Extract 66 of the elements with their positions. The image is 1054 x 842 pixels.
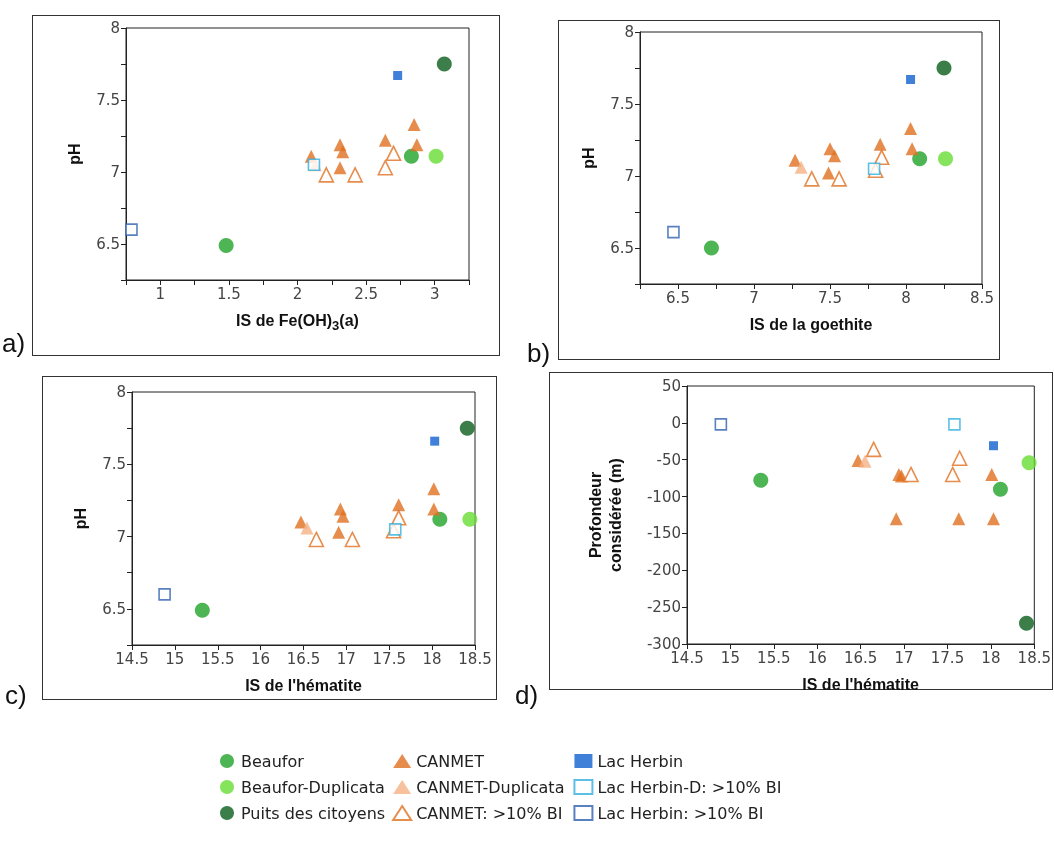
y-tick-label: 0 [671, 413, 681, 432]
x-tick-label: 8 [901, 288, 911, 307]
y-tick-label: 50 [661, 377, 681, 395]
x-tick-label: 15 [720, 648, 740, 667]
x-tick-label: 14.5 [115, 649, 149, 668]
x-tick-label: 7.5 [818, 288, 842, 307]
x-tick-label: 18 [981, 648, 1001, 667]
x-tick-label: 15.5 [757, 648, 791, 667]
x-tick-label: 15.5 [201, 649, 235, 668]
x-tick-label: 18.5 [458, 649, 492, 668]
legend-label: Lac Herbin: >10% BI [597, 803, 764, 823]
y-tick-label: -250 [646, 598, 681, 617]
text: b) [527, 338, 551, 368]
y-axis-title: pH [71, 507, 89, 530]
legend-label: Lac Herbin-D: >10% BI [597, 777, 782, 797]
text: a) [2, 328, 26, 358]
y-tick-label: 6.5 [96, 235, 120, 253]
x-tick-label: 18 [422, 649, 442, 668]
x-tick-label: 15 [165, 649, 185, 668]
text: d) [515, 680, 539, 710]
y-tick-label: 7 [116, 527, 126, 546]
y-tick-label: 8 [116, 383, 126, 401]
x-tick-label: 1 [155, 284, 166, 303]
legend-label: Beaufor [241, 751, 305, 771]
y-tick-label: -150 [646, 524, 681, 543]
x-axis-title: IS de l'hématite [802, 675, 920, 693]
y-axis-title: pH [579, 147, 597, 169]
y-tick-label: -50 [656, 450, 681, 469]
y-axis-title: pH [65, 143, 83, 165]
x-tick-label: 18.5 [1017, 648, 1051, 667]
x-tick-label: 14.5 [670, 648, 704, 667]
legend-label: Lac Herbin [597, 751, 684, 771]
x-axis-title: IS de la goethite [749, 315, 873, 333]
y-tick-label: 6.5 [102, 599, 126, 618]
x-tick-label: 7 [749, 288, 759, 307]
y-tick-label: -100 [646, 487, 681, 506]
x-tick-label: 17.5 [930, 648, 965, 667]
x-tick-label: 16.5 [843, 648, 878, 667]
legend-label: Beaufor-Duplicata [241, 777, 385, 797]
y-tick-label: 7.5 [96, 91, 120, 109]
x-tick-label: 16 [807, 648, 827, 667]
y-tick-label: 7.5 [610, 95, 634, 113]
text: c) [5, 680, 27, 710]
x-tick-label: 2 [292, 284, 303, 303]
x-tick-label: 17.5 [372, 649, 406, 668]
y-axis-title: Profondeur considérée (m) [586, 458, 624, 572]
y-tick-label: 7 [624, 167, 634, 185]
legend-label: CANMET-Duplicata [416, 777, 565, 797]
y-tick-label: 8 [110, 19, 120, 37]
y-tick-label: 7 [110, 163, 120, 181]
y-tick-label: 6.5 [610, 239, 634, 257]
x-tick-label: 1.5 [216, 284, 241, 303]
legend-label: Puits des citoyens [241, 803, 386, 823]
x-tick-label: 2.5 [354, 284, 379, 303]
legend-label: CANMET [416, 751, 485, 771]
x-axis-title: IS de l'hématite [245, 676, 362, 694]
x-tick-label: 16.5 [286, 649, 321, 668]
x-tick-label: 17 [336, 649, 356, 668]
y-tick-label: -200 [646, 561, 681, 580]
x-tick-label: 3 [429, 284, 440, 303]
y-tick-label: 8 [624, 23, 634, 41]
legend-label: CANMET: >10% BI [416, 803, 563, 823]
x-tick-label: 16 [251, 649, 271, 668]
x-tick-label: 17 [894, 648, 914, 667]
x-tick-label: 8.5 [970, 288, 994, 307]
y-tick-label: 7.5 [102, 455, 126, 474]
